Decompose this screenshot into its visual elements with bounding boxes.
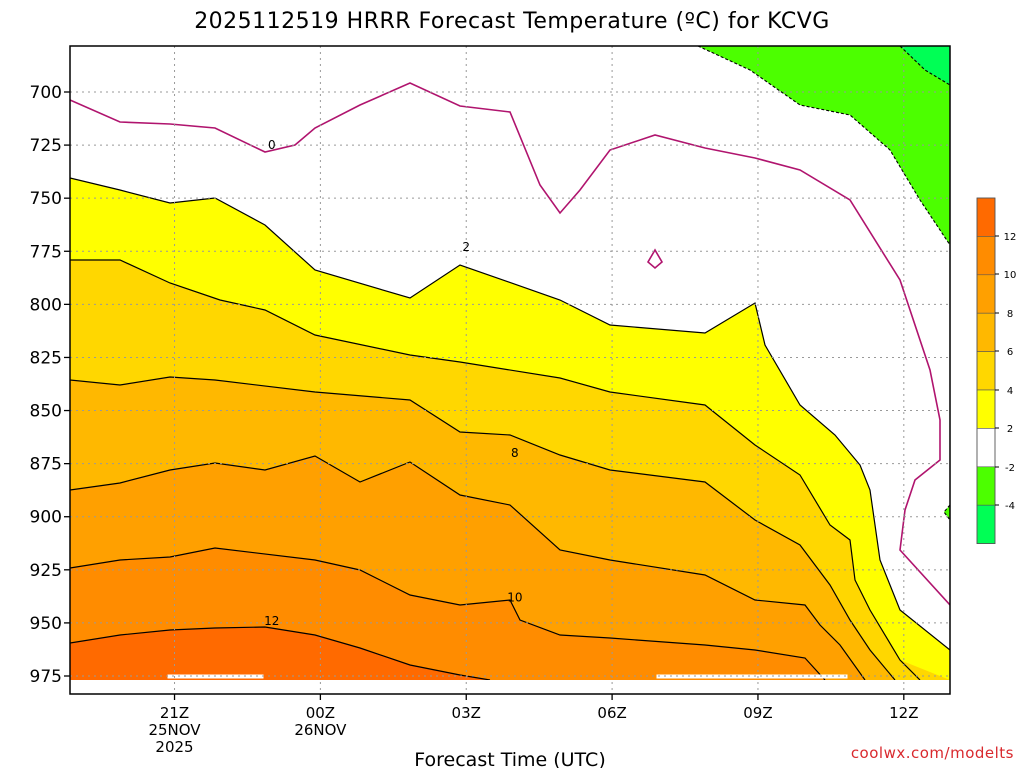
y-tick-label: 800 <box>30 295 62 315</box>
colorbar-frame <box>976 197 996 545</box>
colorbar-tick-label: 6 <box>1007 347 1013 358</box>
isotherm-2 <box>70 177 950 651</box>
colorbar-segment <box>976 197 996 237</box>
y-tick-label: 850 <box>30 402 62 422</box>
x-tick-label: 21Z <box>160 704 189 722</box>
colorbar-segment <box>976 351 996 391</box>
watermark: coolwx.com/modelts <box>851 744 1014 762</box>
isotherm-6 <box>70 376 896 680</box>
surface-mark <box>656 674 848 679</box>
x-tick-label: 12Z <box>889 704 918 722</box>
gridlines <box>70 46 950 694</box>
contour-label-8: 8 <box>511 446 519 460</box>
x-tick-label: 26NOV <box>294 721 347 739</box>
colorbar-segment <box>976 312 996 352</box>
y-axis: 700 725 750 775 800 825 850 875 900 925 950 975 <box>30 83 70 687</box>
y-tick-label: 750 <box>30 189 62 209</box>
contour-labels: 0 2 8 10 12 <box>264 138 522 628</box>
colorbar-tick-label: 2 <box>1007 424 1013 435</box>
colorbar: 12 10 8 6 4 2 -2 -4 <box>976 197 1017 545</box>
x-tick-label: 06Z <box>597 704 626 722</box>
isotherm-0-loop <box>646 248 664 270</box>
contour-label-0: 0 <box>268 138 276 152</box>
ground-layer <box>70 680 950 694</box>
colorbar-segment <box>976 389 996 429</box>
colorbar-segment <box>976 466 996 506</box>
y-tick-label: 925 <box>30 561 62 581</box>
colorbar-segment <box>976 504 996 544</box>
y-tick-label: 950 <box>30 614 62 634</box>
colorbar-tick-label: 12 <box>1004 232 1017 243</box>
x-tick-label: 03Z <box>452 704 481 722</box>
colorbar-segment <box>976 428 996 468</box>
contour-label-2: 2 <box>462 240 470 254</box>
y-tick-label: 975 <box>30 667 62 687</box>
isotherm-dashed-lines <box>697 46 950 521</box>
colorbar-tick-label: 4 <box>1007 386 1013 397</box>
isotherm-8 <box>70 455 866 680</box>
y-tick-label: 900 <box>30 508 62 528</box>
x-tick-label: 25NOV <box>148 721 201 739</box>
isotherm-12 <box>70 626 491 680</box>
colorbar-tick-label: -2 <box>1005 463 1015 474</box>
y-tick-label: 725 <box>30 136 62 156</box>
contour-label-10: 10 <box>507 590 522 604</box>
colorbar-segment <box>976 236 996 276</box>
y-tick-label: 825 <box>30 348 62 368</box>
y-tick-label: 875 <box>30 455 62 475</box>
x-axis-label: Forecast Time (UTC) <box>414 749 605 768</box>
colorbar-tick-label: 8 <box>1007 309 1013 320</box>
isotherm-minus2-blip <box>943 504 950 521</box>
x-tick-label: 00Z <box>306 704 335 722</box>
fill-blip-minus2 <box>944 505 950 520</box>
colorbar-segment <box>976 274 996 314</box>
x-tick-label: 09Z <box>743 704 772 722</box>
fill-below-minus4 <box>900 46 950 85</box>
x-tick-label: 2025 <box>155 738 193 756</box>
isotherm-lines <box>70 177 950 680</box>
fill-below-minus2 <box>698 46 950 245</box>
isotherm-0 <box>70 82 950 606</box>
freezing-line <box>70 82 950 606</box>
plot-frame <box>69 45 951 695</box>
colorbar-tick-label: 10 <box>1004 270 1017 281</box>
contour-label-12: 12 <box>264 614 279 628</box>
isotherm-minus4 <box>899 46 950 86</box>
isotherm-10 <box>70 547 826 680</box>
isotherm-4 <box>70 259 921 680</box>
y-tick-label: 700 <box>30 83 62 103</box>
isotherm-minus2 <box>697 46 950 246</box>
chart-title: 2025112519 HRRR Forecast Temperature (ºC… <box>194 9 830 34</box>
y-tick-label: 775 <box>30 242 62 262</box>
colorbar-tick-label: -4 <box>1005 501 1015 512</box>
contour-fills <box>70 46 950 694</box>
